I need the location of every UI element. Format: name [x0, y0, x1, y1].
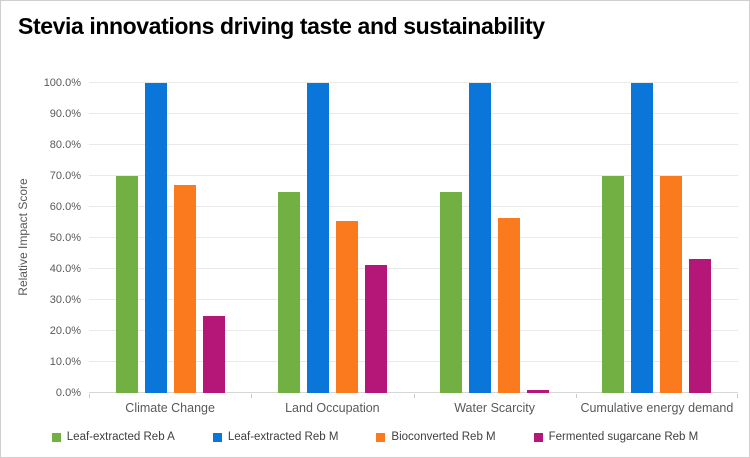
y-tick-label: 50.0% — [49, 232, 81, 244]
x-axis-line — [89, 392, 738, 393]
y-tick-label: 100.0% — [43, 77, 81, 89]
y-tick-label: 80.0% — [49, 139, 81, 151]
bar-fermented-sugarcane-reb-m-land-occupation — [364, 264, 387, 393]
gridline — [89, 237, 738, 238]
gridline — [89, 82, 738, 83]
x-category-label: Water Scarcity — [454, 401, 536, 415]
legend-swatch-icon — [533, 432, 543, 442]
x-axis-tick — [575, 394, 577, 398]
bar-leaf-extracted-reb-m-cumulative-energy-demand — [631, 83, 654, 393]
chart-title: Stevia innovations driving taste and sus… — [18, 13, 545, 39]
y-tick-label: 90.0% — [49, 108, 81, 120]
bar-leaf-extracted-reb-m-climate-change — [144, 83, 167, 393]
x-category-label: Climate Change — [125, 401, 215, 415]
bar-fermented-sugarcane-reb-m-cumulative-energy-demand — [689, 259, 712, 393]
gridline — [89, 144, 738, 145]
plot-area — [89, 82, 738, 398]
y-tick-label: 60.0% — [49, 201, 81, 213]
legend-swatch-icon — [376, 432, 386, 442]
bar-leaf-extracted-reb-m-land-occupation — [306, 83, 329, 393]
legend-item-bioconverted-reb-m: Bioconverted Reb M — [376, 431, 496, 443]
legend-item-fermented-sugarcane-reb-m: Fermented sugarcane Reb M — [533, 431, 699, 443]
bar-leaf-extracted-reb-a-water-scarcity — [440, 191, 463, 393]
y-tick-label: 70.0% — [49, 170, 81, 182]
x-axis-tick — [413, 394, 415, 398]
legend-swatch-icon — [212, 432, 222, 442]
y-tick-label: 10.0% — [49, 356, 81, 368]
y-tick-label: 20.0% — [49, 325, 81, 337]
bar-leaf-extracted-reb-a-climate-change — [115, 176, 138, 393]
gridline — [89, 330, 738, 331]
bar-bioconverted-reb-m-climate-change — [173, 185, 196, 393]
bar-bioconverted-reb-m-water-scarcity — [498, 217, 521, 393]
x-axis-tick — [251, 394, 253, 398]
x-axis-tick — [89, 394, 90, 398]
bar-leaf-extracted-reb-m-water-scarcity — [469, 83, 492, 393]
legend-item-leaf-extracted-reb-a: Leaf-extracted Reb A — [51, 431, 175, 443]
x-category-label: Cumulative energy demand — [580, 401, 734, 415]
legend: Leaf-extracted Reb A Leaf-extracted Reb M… — [1, 431, 749, 443]
gridline — [89, 361, 738, 362]
gridline — [89, 175, 738, 176]
bar-leaf-extracted-reb-a-land-occupation — [277, 191, 300, 393]
gridline — [89, 113, 738, 114]
x-axis-tick — [737, 394, 738, 398]
y-tick-label: 0.0% — [55, 387, 81, 399]
y-tick-label: 40.0% — [49, 263, 81, 275]
legend-label: Bioconverted Reb M — [391, 431, 496, 443]
legend-swatch-icon — [51, 432, 61, 442]
bar-fermented-sugarcane-reb-m-climate-change — [202, 315, 225, 393]
bar-bioconverted-reb-m-cumulative-energy-demand — [660, 176, 683, 393]
gridline — [89, 268, 738, 269]
bar-bioconverted-reb-m-land-occupation — [335, 220, 358, 393]
legend-label: Fermented sugarcane Reb M — [548, 431, 699, 443]
bar-fermented-sugarcane-reb-m-water-scarcity — [527, 389, 550, 393]
legend-label: Leaf-extracted Reb A — [66, 431, 175, 443]
legend-item-leaf-extracted-reb-m: Leaf-extracted Reb M — [212, 431, 339, 443]
gridline — [89, 299, 738, 300]
bar-leaf-extracted-reb-a-cumulative-energy-demand — [602, 176, 625, 393]
x-category-label: Land Occupation — [285, 401, 380, 415]
gridline — [89, 206, 738, 207]
legend-label: Leaf-extracted Reb M — [227, 431, 339, 443]
y-tick-label: 30.0% — [49, 294, 81, 306]
